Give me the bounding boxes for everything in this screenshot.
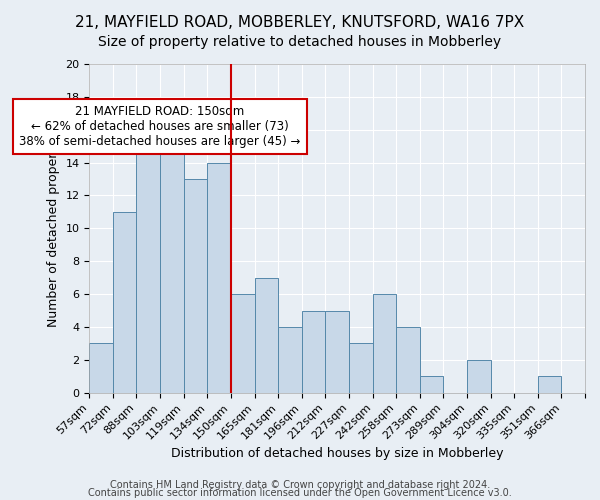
Bar [113,212,136,392]
Bar [396,327,420,392]
Text: Size of property relative to detached houses in Mobberley: Size of property relative to detached ho… [98,35,502,49]
Bar [207,162,231,392]
Bar [136,114,160,392]
Bar [467,360,491,392]
Text: Contains HM Land Registry data © Crown copyright and database right 2024.: Contains HM Land Registry data © Crown c… [110,480,490,490]
Bar [349,344,373,392]
Bar [373,294,396,392]
Bar [89,344,113,392]
Bar [278,327,302,392]
Bar [254,278,278,392]
Bar [420,376,443,392]
Y-axis label: Number of detached properties: Number of detached properties [47,130,60,327]
Text: 21, MAYFIELD ROAD, MOBBERLEY, KNUTSFORD, WA16 7PX: 21, MAYFIELD ROAD, MOBBERLEY, KNUTSFORD,… [76,15,524,30]
Bar [160,114,184,392]
Bar [184,179,207,392]
Bar [325,310,349,392]
Text: 21 MAYFIELD ROAD: 150sqm
← 62% of detached houses are smaller (73)
38% of semi-d: 21 MAYFIELD ROAD: 150sqm ← 62% of detach… [19,105,301,148]
Bar [538,376,562,392]
Bar [302,310,325,392]
Bar [231,294,254,392]
X-axis label: Distribution of detached houses by size in Mobberley: Distribution of detached houses by size … [171,447,503,460]
Text: Contains public sector information licensed under the Open Government Licence v3: Contains public sector information licen… [88,488,512,498]
